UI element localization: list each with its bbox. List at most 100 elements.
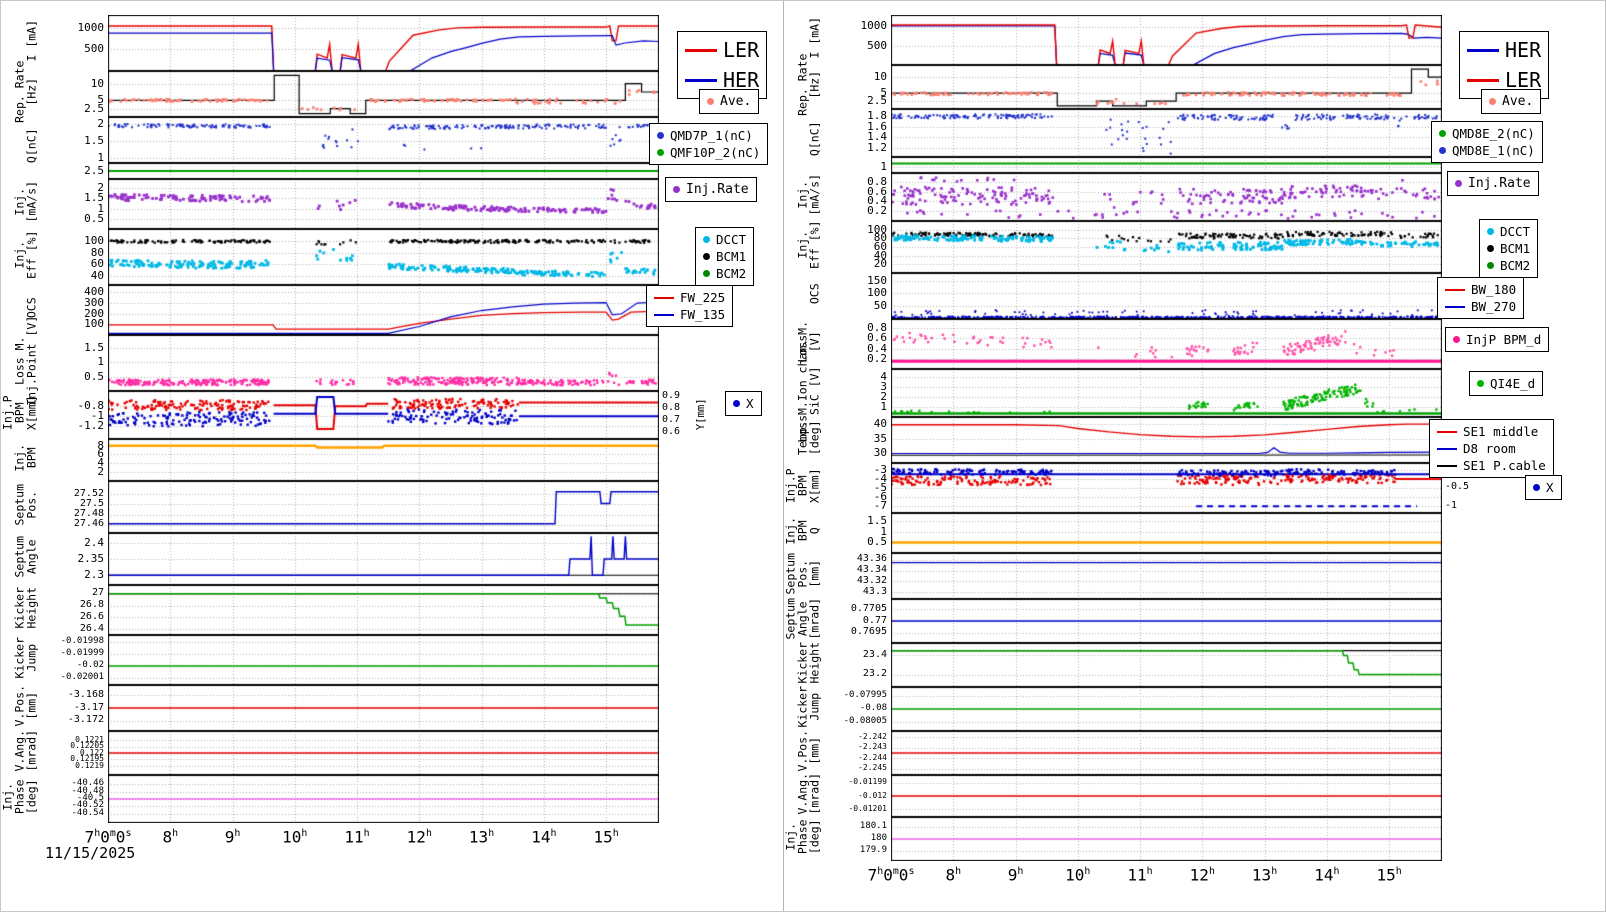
legend-label: LER — [723, 38, 760, 62]
y-tick-label: -40.54 — [71, 807, 104, 818]
y-tick-label: 2.35 — [77, 551, 105, 565]
y-tick-label: 5 — [880, 86, 887, 99]
subplot-r-ocs — [891, 273, 1442, 319]
y-tick-label: 40 — [90, 269, 104, 283]
y-tick-label: 27.48 — [73, 508, 104, 520]
y-tick-label: -0.8 — [77, 399, 105, 413]
y-tick-label: -0.02 — [76, 660, 104, 670]
y-tick-label: 43.3 — [862, 585, 887, 597]
legend-label: QI4E_d — [1490, 376, 1536, 391]
subplot-r-septum-angle — [891, 599, 1442, 643]
legend-dot-marker — [703, 270, 710, 277]
y-tick-label: 40 — [873, 417, 887, 431]
legend-x: X — [725, 391, 762, 416]
x-tick-label: 12h — [406, 827, 432, 847]
y-tick-label: -40.52 — [71, 800, 104, 811]
legend-line-marker — [1445, 288, 1465, 291]
y-tick-label: 2.5 — [867, 93, 887, 107]
subplot-l-q1 — [108, 117, 659, 163]
legend-line-marker — [1445, 305, 1465, 308]
y-tick-label: 60 — [90, 257, 104, 271]
y-tick-label: 1 — [880, 399, 887, 413]
legend-dot-marker — [1487, 245, 1494, 252]
y-tick-label: 0.4 — [867, 194, 887, 208]
legend-label: Inj.Rate — [686, 182, 749, 197]
legend-dot-marker — [1453, 336, 1460, 343]
y-tick-label: 4 — [880, 369, 887, 383]
y-tick-label: 80 — [90, 245, 104, 259]
y-tick-label: 100 — [867, 222, 887, 236]
x-tick-label: 8h — [162, 827, 179, 847]
y-tick-label: 0.7705 — [850, 602, 887, 614]
legend-entry: Inj.Rate — [673, 181, 749, 198]
legend-entry: BCM1 — [1487, 240, 1530, 257]
legend-label: HER — [723, 68, 760, 92]
legend-entry: BCM2 — [1487, 257, 1530, 274]
subplot-l-ocs — [108, 285, 659, 335]
subplot-l-kicker-height — [108, 585, 659, 635]
y-tick-label: 1 — [97, 355, 104, 369]
subplot-r-lossm — [891, 319, 1442, 369]
legend-line-marker — [654, 313, 674, 316]
subplot-l-septum-angle — [108, 533, 659, 585]
legend-dot-marker — [1487, 228, 1494, 235]
y-tick-label-right: -0.5 — [1445, 481, 1470, 492]
legend-line-marker — [685, 78, 717, 82]
y-tick-label: 26.6 — [79, 610, 104, 622]
legend-label: BCM2 — [716, 266, 747, 281]
legend-entry: FW_225 — [654, 289, 725, 306]
legend-q: QMD8E_2(nC) QMD8E_1(nC) — [1431, 121, 1543, 163]
y-tick-label: 0.4 — [867, 341, 887, 355]
legend-line-marker — [654, 296, 674, 299]
legend-entry: LER — [685, 35, 759, 65]
subplot-l-injrate — [108, 179, 659, 229]
y-tick-label: 2.5 — [84, 101, 104, 115]
subplot-l-reprate — [108, 71, 659, 117]
legend-dot-marker — [1533, 484, 1540, 491]
y-tick-label: -3.17 — [73, 701, 104, 713]
legend-ave: Ave. — [699, 89, 760, 114]
y-tick-label: 27 — [91, 587, 104, 599]
y-tick-label: -1 — [90, 409, 104, 423]
y-tick-label: 2.3 — [84, 568, 104, 582]
legend-dot-marker — [733, 400, 740, 407]
y-tick-label: -0.01201 — [848, 803, 887, 813]
y-tick-label: 500 — [867, 38, 887, 52]
y-tick-label: 50 — [873, 299, 887, 313]
y-tick-label: 1 — [880, 524, 887, 538]
y-tick-label: 0.7695 — [850, 626, 887, 638]
y-tick-label: 43.32 — [856, 574, 887, 586]
date-label: 11/15/2025 — [45, 844, 136, 862]
legend-entry: HER — [1467, 35, 1541, 65]
x-tick-label: 9h — [1007, 865, 1024, 885]
y-tick-label: 0.6 — [867, 184, 887, 198]
legend-entry: Ave. — [1489, 93, 1533, 110]
subplot-r-kicker-jump — [891, 687, 1442, 731]
y-tick-label: 179.9 — [859, 845, 887, 856]
legend-label: DCCT — [1500, 224, 1531, 239]
y-axis-label: [deg] — [807, 819, 822, 855]
y-tick-label: 2.4 — [84, 535, 104, 549]
subplot-l-vpos — [108, 685, 659, 731]
y-tick-label: 300 — [84, 296, 104, 310]
legend-label: BCM2 — [1500, 258, 1531, 273]
subplot-l-injphase — [108, 775, 659, 823]
subplot-r-kicker-height — [891, 643, 1442, 687]
y-tick-label: 27.5 — [79, 497, 104, 509]
legend-label: InjP BPM_d — [1466, 332, 1542, 347]
y-tick-label: 1.5 — [84, 340, 104, 354]
legend-label: SE1 P.cable — [1463, 458, 1546, 473]
subplot-l-vang — [108, 731, 659, 775]
y-tick-label: -3.168 — [67, 688, 104, 700]
y-tick-label: 1000 — [77, 20, 105, 34]
y-tick-label: 80 — [873, 231, 887, 245]
y-tick-label-right: 0.7 — [662, 414, 681, 426]
subplot-l-inj-bpm — [108, 439, 659, 481]
y-tick-label: 20 — [873, 257, 887, 271]
y-tick-label: -2.242 — [858, 731, 887, 741]
y-tick-label: 2 — [97, 465, 104, 479]
subplot-r-injp-bpm-x — [891, 463, 1442, 513]
y-tick-label: 1 — [97, 201, 104, 215]
x-tick-label: 10h — [1065, 865, 1091, 885]
